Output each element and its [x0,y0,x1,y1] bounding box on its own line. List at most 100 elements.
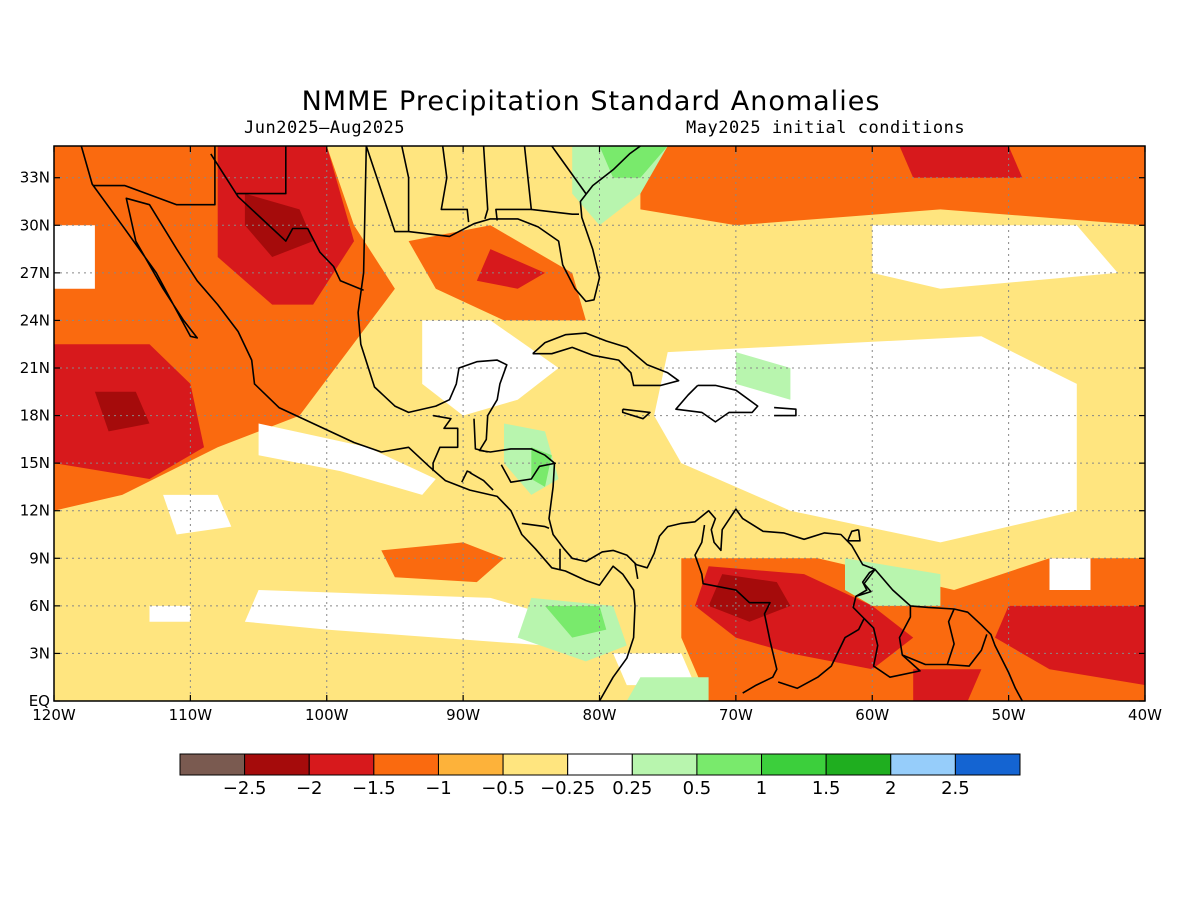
coastline [236,146,287,195]
lon-tick-label: 40W [1128,706,1162,724]
coastline [531,208,579,215]
coastline [675,384,759,423]
colorbar-swatch [631,753,698,776]
lat-tick-label: 30N [20,216,50,234]
anomaly-region [94,391,150,432]
anomaly-region [545,605,607,638]
anomaly-region [1049,558,1091,590]
colorbar-swatch [761,753,827,776]
anomaly-region [708,574,791,622]
colorbar-label: 2 [885,778,896,799]
coastline [461,470,472,483]
anomaly-region [599,146,668,178]
subtitle-period: Jun2025–Aug2025 [244,118,406,138]
colorbar-swatch [954,753,1021,776]
lat-tick-label: 3N [29,644,50,662]
coastline [365,146,641,303]
anomaly-region [845,558,941,606]
coastline [846,528,861,542]
anomaly-region [163,494,232,535]
lon-tick-label: 90W [446,706,480,724]
colorbar-label: −0.25 [540,778,595,799]
coastline [482,146,489,220]
coastline [551,146,587,195]
colorbar-swatch [825,753,892,776]
colorbar-label: −0.5 [481,778,525,799]
lat-tick-label: 6N [29,597,50,615]
coastline [521,522,550,529]
colorbar: −2.5 −2 −1.5 −1 −0.5 −0.25 0.25 0.5 1 1.5 2 2.5 [179,753,1021,799]
coastline [621,408,651,420]
colorbar-swatch [502,753,569,776]
coastline [863,605,921,679]
colorbar-swatch [696,753,763,776]
colorbar-swatch [373,753,439,776]
lat-tick-label: EQ [29,692,50,710]
coastline [774,406,797,417]
coastline [634,562,639,580]
coastline [855,568,876,598]
colorbar-label: 1 [756,778,767,799]
anomaly-region [913,669,982,701]
lon-tick-label: 60W [855,706,889,724]
anomaly-region [149,605,191,622]
coastline [210,153,364,292]
coastline [947,634,988,667]
lon-tick-label: 70W [719,706,753,724]
lat-tick-label: 27N [20,264,50,282]
colorbar-label: −2.5 [223,778,267,799]
coastline [495,146,533,221]
coastline [473,418,488,453]
colorbar-label: 1.5 [812,778,841,799]
anomaly-region [381,542,504,583]
coastline [694,524,778,694]
lon-tick-label: 120W [32,706,76,724]
coastline [469,472,494,491]
anomaly-region [995,605,1145,686]
colorbar-swatch [567,753,633,776]
colorbar-label: 2.5 [941,778,970,799]
anomaly-region [54,225,95,289]
anomaly-region [626,677,709,701]
anomaly-region [258,423,436,495]
lat-tick-label: 33N [20,169,50,187]
coastline [532,332,680,387]
anomaly-region [640,146,1145,226]
colorbar-swatch [890,753,956,776]
anomaly-region [613,653,695,686]
colorbar-label: −2 [296,778,323,799]
lon-tick-label: 110W [169,706,213,724]
lat-tick-label: 24N [20,311,50,329]
subtitle-initial-conditions: May2025 initial conditions [686,118,966,138]
anomaly-region [244,193,314,257]
chart-title: NMME Precipitation Standard Anomalies [301,86,881,117]
coastline [93,146,216,206]
lon-tick-label: 100W [305,706,349,724]
colorbar-swatch [179,753,246,776]
lat-tick-label: 18N [20,407,50,425]
coastline [440,146,470,223]
coastline [901,608,955,666]
gridlines [54,146,1145,701]
colorbar-swatch [244,753,310,776]
colorbar-swatch [437,753,504,776]
anomaly-region [899,146,1023,178]
coastline [432,414,459,472]
coastline [80,146,636,701]
coastline [401,146,410,232]
lon-tick-label: 50W [992,706,1026,724]
colorbar-label: 0.5 [683,778,712,799]
colorbar-label: 0.25 [612,778,652,799]
coastline [500,462,557,484]
lon-tick-label: 80W [583,706,617,724]
colorbar-label: −1 [425,778,452,799]
lat-tick-label: 12N [20,502,50,520]
lat-tick-label: 15N [20,454,50,472]
anomaly-region [476,249,545,289]
colorbar-swatch [308,753,375,776]
anomaly-region [422,320,559,416]
lat-tick-label: 21N [20,359,50,377]
lat-tick-label: 9N [29,549,50,567]
